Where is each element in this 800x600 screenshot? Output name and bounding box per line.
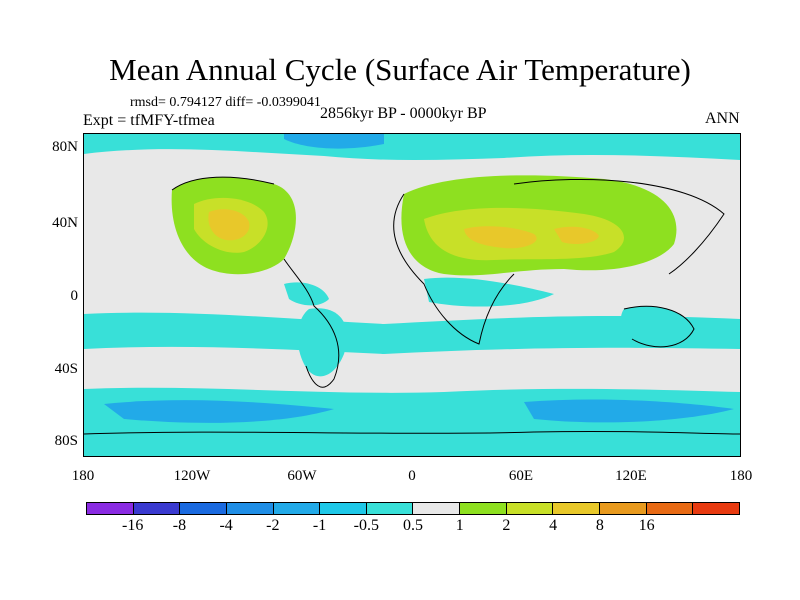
colorbar-cell [693,503,739,514]
coastlines [84,176,740,435]
x-tick-label: 180 [71,468,95,484]
x-tick-label: 120W [173,468,211,484]
colorbar-label: -8 [172,517,187,534]
colorbar-label: -4 [219,517,233,534]
y-tick-label: 40N [52,215,78,231]
australia-cool [620,306,694,347]
caribbean-cool [284,282,329,306]
greenland-anomaly [284,134,384,149]
x-tick-label: 0 [408,468,416,484]
colorbar-label: 8 [595,517,604,534]
colorbar-label: 4 [549,517,558,534]
y-tick-label: 40S [54,361,78,377]
colorbar-label: 2 [502,517,511,534]
colorbar-cell [506,503,554,514]
chart-title: Mean Annual Cycle (Surface Air Temperatu… [109,52,691,87]
sahara-hot [464,226,537,249]
temperature-field [84,134,740,456]
colorbar-label: -0.5 [353,517,379,534]
x-tick-label: 60E [508,468,534,484]
asia-hot [554,226,599,244]
colorbar-label: -1 [312,517,327,534]
colorbar-cell [180,503,227,514]
colorbar-cell [226,503,274,514]
colorbar-label: -2 [266,517,280,534]
experiment-label: Expt = tfMFY-tfmea [83,112,215,129]
arctic-anomaly [84,134,740,160]
y-tick-label: 80S [54,433,78,449]
colorbar-cell [553,503,601,514]
colorbar-cell [413,503,461,514]
colorbar-cell [600,503,647,514]
southern-cool-band [84,312,740,354]
colorbar-cell [646,503,694,514]
antarctic-cold-east [524,399,734,423]
season-label: ANN [705,110,740,127]
colorbar-cell [366,503,414,514]
period-label: 2856kyr BP - 0000kyr BP [320,105,487,122]
colorbar-label: -16 [122,517,144,534]
tropical-atlantic-cool [424,277,554,307]
namerica-hot [208,209,250,241]
y-tick-label: 80N [52,139,78,155]
colorbar-label: 0.5 [403,517,423,534]
world-map [83,133,741,457]
colorbar-cell [460,503,507,514]
x-tick-label: 60W [287,468,317,484]
x-tick-label: 120E [615,468,647,484]
colorbar-cell [133,503,181,514]
colorbar-cell [87,503,134,514]
antarctic-cold-west [104,400,334,423]
y-tick-label: 0 [70,288,79,304]
colorbar-label: 1 [455,517,464,534]
colorbar-cell [273,503,321,514]
colorbar [86,502,740,515]
colorbar-label: 16 [638,517,655,534]
colorbar-cell [320,503,367,514]
stats-text: rmsd= 0.794127 diff= -0.0399041 [130,95,321,110]
x-tick-label: 180 [729,468,753,484]
